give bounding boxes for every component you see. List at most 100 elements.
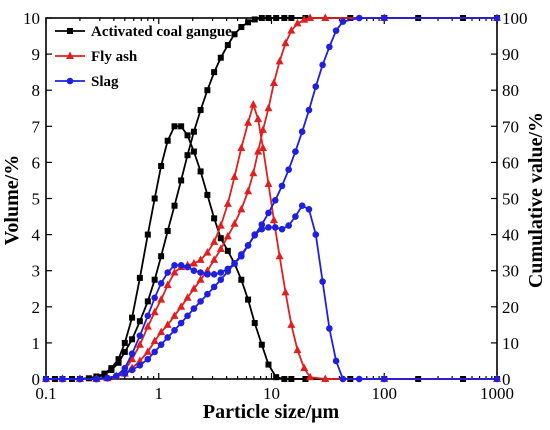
data-point-square	[101, 371, 108, 378]
data-point-circle	[493, 14, 501, 22]
data-point-circle	[210, 283, 218, 291]
data-point-circle	[312, 231, 320, 238]
data-point-square	[158, 253, 165, 260]
data-point-triangle	[269, 78, 278, 86]
data-point-triangle	[293, 18, 302, 27]
data-point-square	[245, 296, 252, 303]
data-point-circle	[66, 77, 74, 85]
data-point-circle	[151, 294, 158, 302]
series-line	[46, 101, 497, 380]
data-point-triangle	[230, 172, 239, 180]
data-point-square	[251, 320, 258, 327]
data-point-square	[302, 376, 309, 382]
data-point-square	[171, 202, 178, 209]
data-point-square	[190, 148, 197, 155]
data-point-triangle	[150, 307, 159, 316]
data-point-circle	[339, 375, 347, 383]
data-point-square	[224, 42, 231, 49]
data-point-square	[164, 227, 171, 234]
data-point-square	[151, 195, 158, 202]
data-point-square	[164, 137, 171, 144]
data-point-circle	[197, 298, 204, 305]
data-point-square	[129, 314, 136, 321]
data-point-triangle	[157, 327, 166, 336]
data-point-circle	[204, 290, 211, 298]
axes: 0.1 1 10 100 1000012345678910010203040506070…	[23, 9, 528, 403]
data-point-square	[184, 132, 191, 139]
data-point-circle	[151, 348, 158, 356]
data-point-square	[217, 54, 224, 61]
data-point-square	[136, 318, 143, 325]
data-point-circle	[157, 280, 165, 287]
data-point-triangle	[163, 320, 172, 328]
data-point-square	[115, 356, 122, 363]
data-point-square	[251, 16, 258, 23]
legend-entry: Fly ash	[55, 49, 138, 65]
data-point-triangle	[143, 322, 152, 330]
data-point-square	[197, 107, 204, 114]
data-point-circle	[305, 206, 313, 213]
legend-label: Fly ash	[91, 49, 138, 65]
data-point-circle	[177, 261, 185, 269]
data-point-circle	[244, 242, 252, 249]
data-point-triangle	[210, 237, 219, 245]
data-point-square	[136, 274, 143, 281]
data-point-triangle	[258, 143, 267, 151]
data-point-circle	[298, 202, 306, 210]
data-point-square	[211, 69, 218, 76]
x-axis-title: Particle size/μm	[203, 401, 340, 423]
data-point-square	[171, 123, 178, 130]
data-point-circle	[292, 148, 299, 155]
data-point-circle	[217, 269, 225, 276]
data-point-triangle	[135, 356, 144, 364]
data-point-triangle	[66, 51, 74, 59]
data-point-circle	[339, 18, 347, 25]
data-point-circle	[144, 355, 152, 363]
data-point-circle	[292, 213, 299, 220]
series-layer	[42, 13, 501, 383]
data-point-square	[158, 163, 165, 170]
data-point-triangle	[293, 345, 302, 354]
series-line	[46, 204, 497, 380]
data-point-circle	[319, 61, 326, 69]
data-point-triangle	[143, 347, 152, 355]
y-right-tick-label: 40	[502, 226, 519, 245]
data-point-square	[151, 276, 158, 283]
series-activated-coal-gangue-left	[43, 123, 500, 382]
data-point-circle	[112, 372, 120, 380]
data-point-circle	[319, 278, 326, 285]
data-point-circle	[217, 276, 225, 284]
data-point-triangle	[210, 255, 219, 263]
data-point-circle	[197, 269, 204, 276]
y-left-tick-label: 7	[32, 117, 41, 136]
data-point-square	[231, 31, 238, 38]
y-left-tick-label: 10	[23, 9, 40, 28]
data-point-square	[211, 215, 218, 222]
data-point-triangle	[244, 118, 253, 126]
y-right-axis-title: Cumulative value/%	[525, 112, 547, 288]
y-right-tick-label: 50	[502, 190, 519, 209]
data-point-square	[238, 276, 245, 283]
data-point-circle	[271, 197, 279, 204]
data-point-circle	[493, 375, 501, 383]
data-point-triangle	[275, 251, 284, 260]
data-point-circle	[278, 225, 286, 233]
y-left-tick-label: 2	[32, 298, 41, 317]
data-point-square	[288, 376, 295, 382]
data-point-square	[129, 336, 136, 343]
data-point-circle	[177, 319, 185, 327]
data-point-triangle	[230, 219, 239, 227]
data-point-square	[273, 374, 280, 381]
data-point-triangle	[254, 147, 263, 155]
data-point-square	[258, 341, 265, 348]
y-right-tick-label: 30	[502, 262, 519, 281]
data-point-triangle	[300, 363, 309, 372]
data-point-square	[217, 235, 224, 242]
data-point-triangle	[306, 13, 315, 21]
data-point-triangle	[287, 320, 296, 328]
data-point-triangle	[128, 354, 137, 363]
y-right-tick-label: 100	[502, 9, 528, 28]
data-point-circle	[355, 14, 363, 22]
y-right-tick-label: 90	[502, 45, 519, 64]
data-point-triangle	[237, 143, 246, 151]
